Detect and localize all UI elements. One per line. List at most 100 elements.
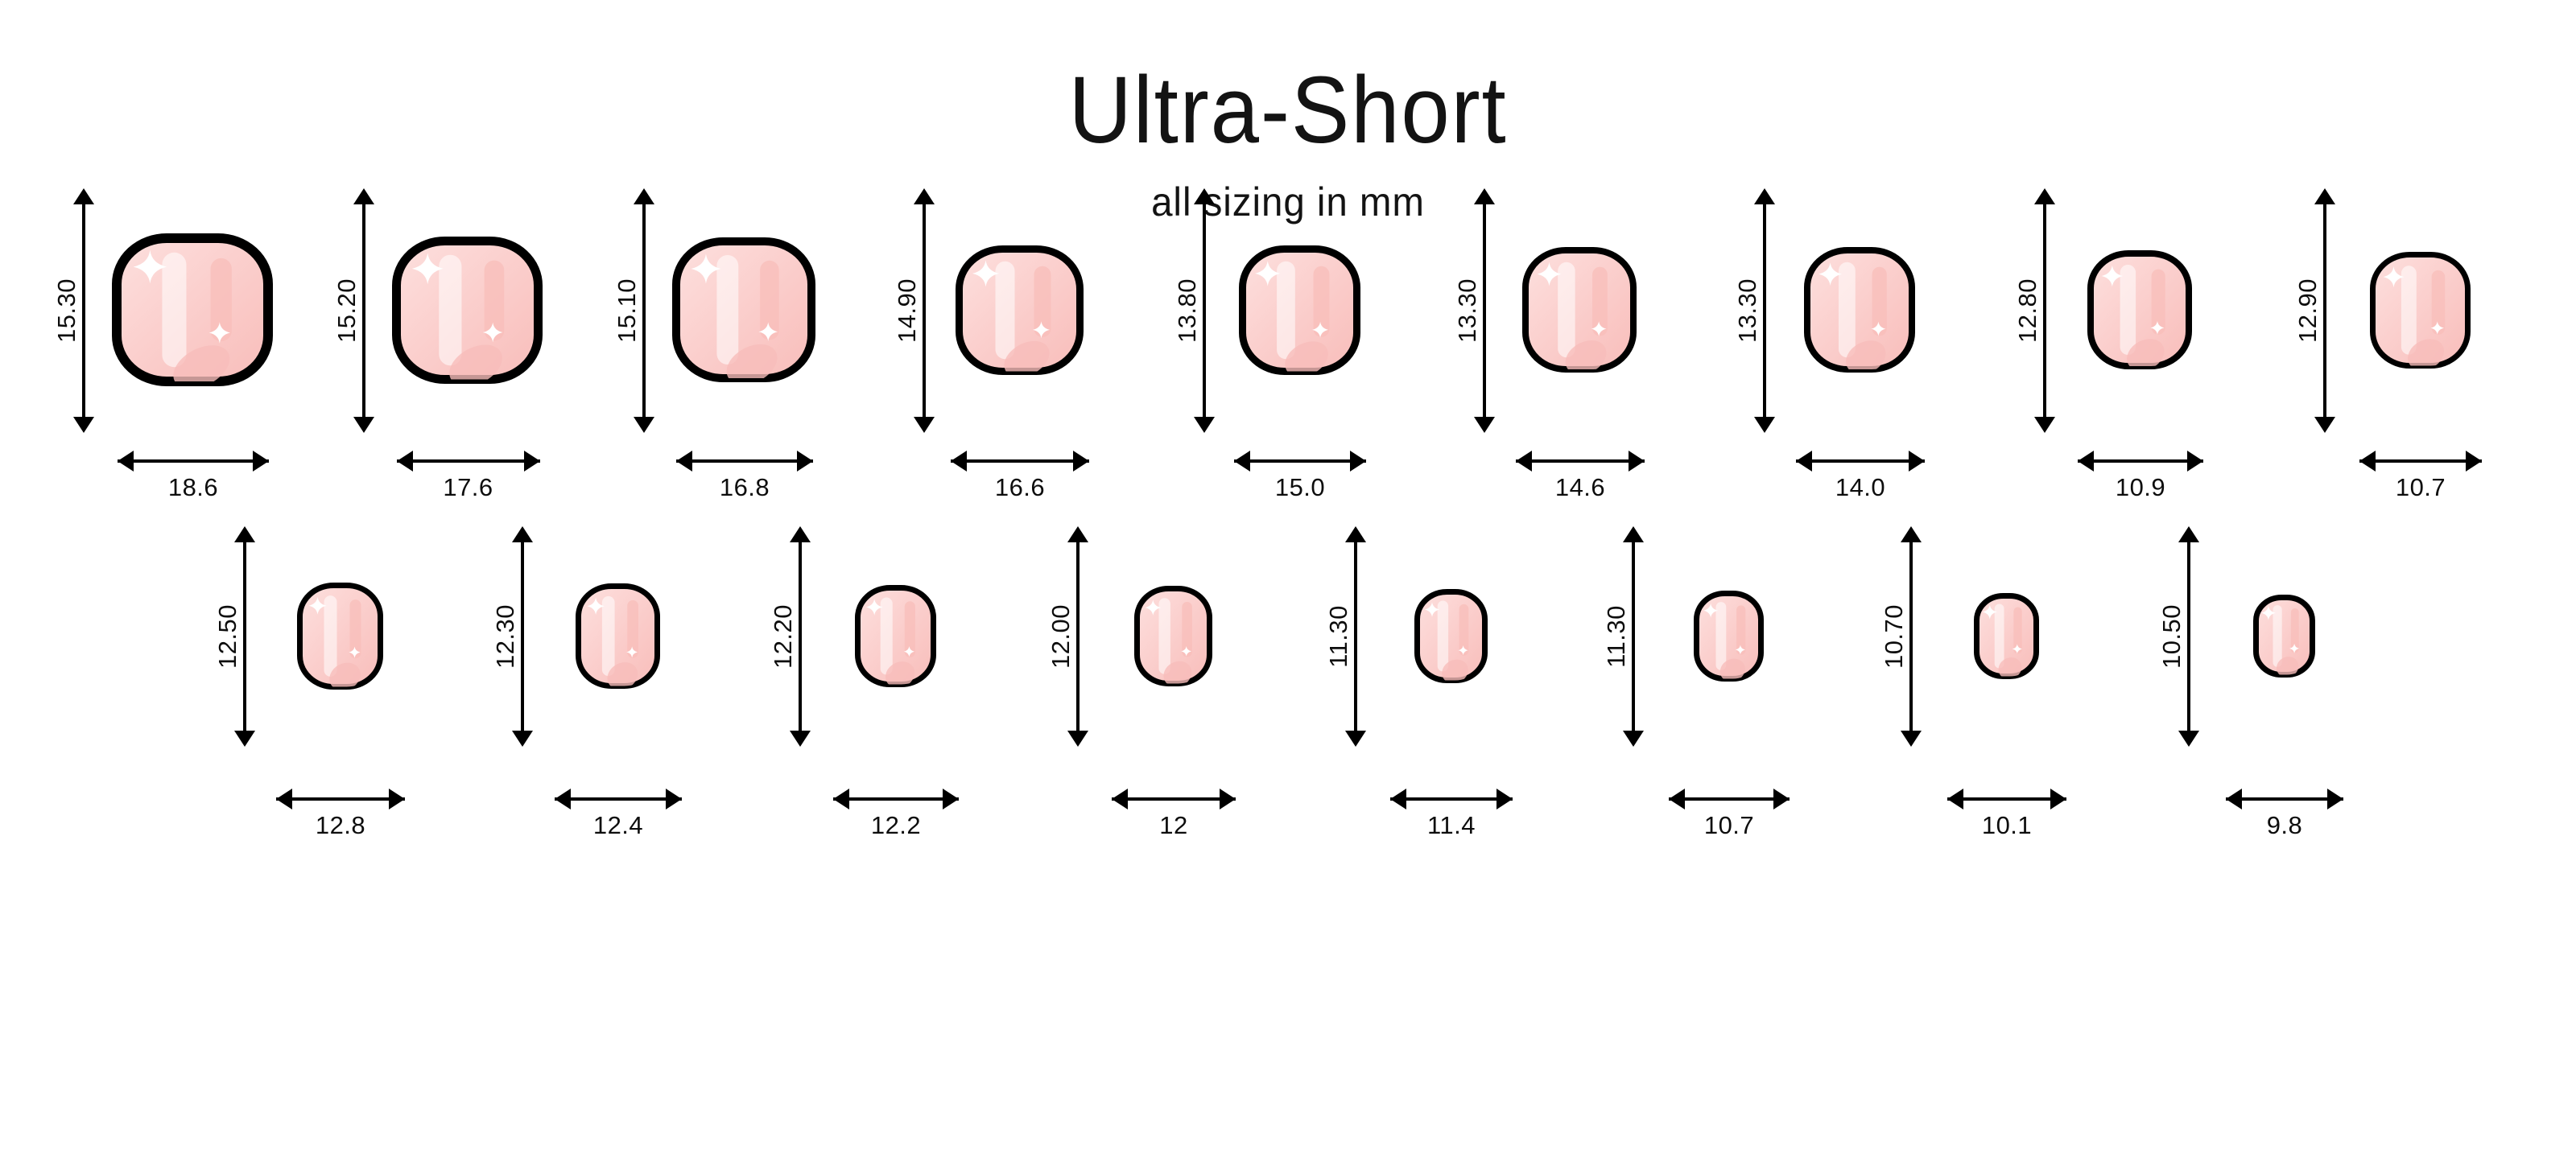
width-label: 11.4 [1426,811,1476,839]
arrow-down-icon [1623,731,1644,747]
nail-size-item: 12.50 12.8 [175,526,453,866]
arrow-down-icon [1194,417,1215,433]
dimension-line [1234,459,1366,463]
nail-shape [1522,247,1637,373]
nail-size-item: 15.10 16.8 [575,188,855,528]
arrow-down-icon [1754,417,1775,433]
nail-illustration [955,245,1235,529]
arrow-down-icon [2034,417,2055,433]
dimension-line [1796,459,1925,463]
arrow-down-icon [73,417,94,433]
dimension-line [82,196,85,425]
height-dimension: 10.70 [1863,526,1935,747]
arrow-down-icon [634,417,654,433]
nail-shape [2252,594,2315,678]
height-dimension: 12.50 [196,526,269,747]
height-label: 12.90 [2293,278,2322,344]
height-dimension: 13.80 [1156,188,1228,433]
dimension-line [2043,196,2046,425]
width-dimension: 12.8 [175,789,453,850]
width-label: 10.7 [1703,811,1755,839]
arrow-down-icon [914,417,935,433]
dimension-line [1516,459,1645,463]
dimension-line [521,534,524,739]
nail-shape [296,582,383,690]
height-label: 10.50 [2157,603,2186,669]
dimension-line [923,196,926,425]
width-label: 16.8 [719,473,770,501]
nail-size-item: 12.20 12.2 [731,526,1009,866]
arrow-right-icon [389,789,405,809]
height-label: 10.70 [1880,603,1908,669]
nail-illustration [1803,246,2083,528]
height-label: 12.50 [213,603,242,669]
nail-shape [1238,245,1360,375]
arrow-down-icon [1345,731,1366,747]
nail-illustration [1238,245,1518,529]
height-dimension: 14.90 [876,188,948,433]
arrow-right-icon [523,451,540,472]
arrow-down-icon [1901,731,1922,747]
arrow-right-icon [1773,789,1790,809]
nail-illustration [111,233,391,528]
height-dimension: 13.30 [1436,188,1509,433]
height-dimension: 12.20 [752,526,824,747]
nail-illustration [296,582,574,867]
dimension-line [276,797,405,801]
width-dimension: 14.0 [1695,451,1975,512]
dimension-line [676,459,813,463]
nail-size-item: 12.00 12 [1009,526,1286,866]
nail-size-item: 15.20 17.6 [295,188,575,528]
height-dimension: 12.00 [1030,526,1102,747]
nail-illustration [671,237,952,528]
dimension-line [396,459,540,463]
dimension-line [118,459,269,463]
nail-illustration [2252,594,2530,867]
width-label: 9.8 [2266,811,2303,839]
height-dimension: 13.30 [1716,188,1789,433]
dimension-line [1390,797,1513,801]
height-dimension: 15.10 [596,188,668,433]
dimension-line [555,797,682,801]
nail-illustration [1133,585,1411,867]
height-label: 13.80 [1173,278,1201,344]
nail-size-item: 11.30 10.7 [1564,526,1842,866]
nail-shape [1133,585,1212,686]
height-dimension: 10.50 [2140,526,2213,747]
nail-row-2: 12.50 12.8 [0,526,2576,867]
width-label: 12.4 [592,811,644,839]
dimension-line [1669,797,1790,801]
height-label: 11.30 [1602,605,1630,668]
nail-shape [1804,247,1915,373]
height-label: 13.30 [1733,278,1761,344]
height-label: 11.30 [1324,605,1352,668]
width-label: 15.0 [1274,473,1326,501]
nail-illustration [2087,249,2367,528]
arrow-right-icon [1073,451,1089,472]
arrow-down-icon [1474,417,1495,433]
width-label: 10.1 [1981,811,2033,839]
arrow-right-icon [797,451,813,472]
dimension-line [1947,797,2066,801]
width-dimension: 12.4 [453,789,731,850]
arrow-down-icon [2314,417,2335,433]
dimension-line [642,196,646,425]
nail-illustration [1521,246,1802,528]
width-label: 12.2 [870,811,922,839]
width-dimension: 17.6 [295,451,575,512]
nail-shape [2369,251,2471,369]
height-dimension: 12.30 [474,526,547,747]
nail-size-chart: 15.30 18.6 [0,188,2576,867]
width-dimension: 10.7 [1564,789,1842,850]
width-label: 18.6 [167,473,219,501]
arrow-right-icon [2327,789,2343,809]
nail-shape [2087,250,2192,369]
nail-shape [854,584,936,687]
nail-shape [672,237,815,382]
arrow-right-icon [1496,789,1513,809]
nail-size-item: 12.90 10.7 [2256,188,2536,528]
dimension-line [2078,459,2203,463]
width-dimension: 10.1 [1842,789,2120,850]
height-label: 12.80 [2013,278,2041,344]
page-header: Ultra-Short all sizing in mm [0,0,2576,225]
